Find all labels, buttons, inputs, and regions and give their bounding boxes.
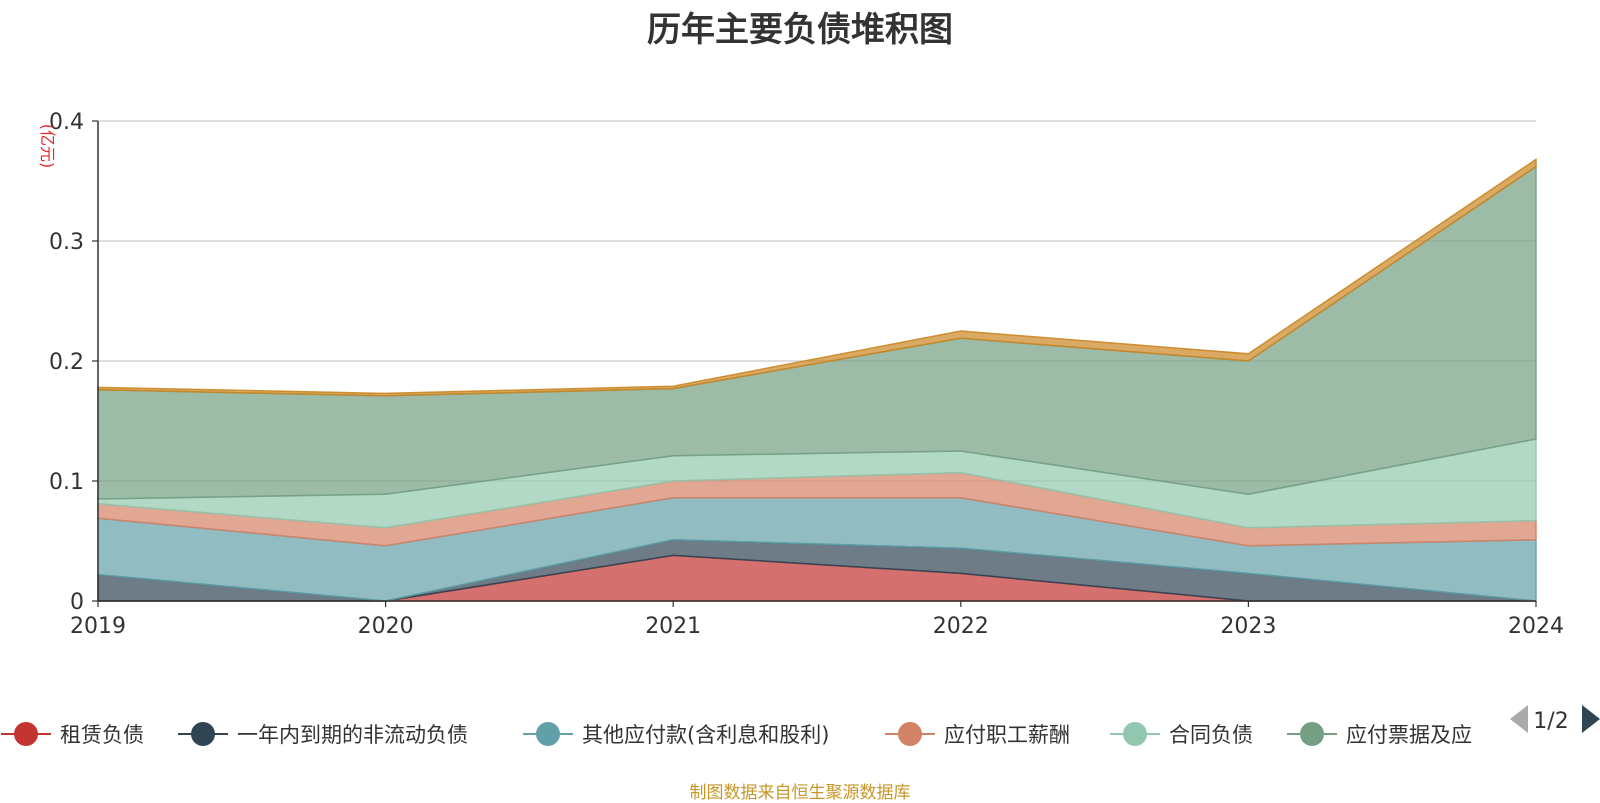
x-tick-label: 2020 — [358, 614, 414, 639]
y-tick-label: 0.4 — [49, 110, 84, 135]
x-tick-label: 2021 — [645, 614, 701, 639]
x-tick-label: 2024 — [1508, 614, 1564, 639]
legend-marker-icon — [898, 722, 922, 746]
legend-marker-icon — [191, 722, 215, 746]
legend-item[interactable]: 租赁负债 — [1, 722, 144, 747]
legend-label: 应付票据及应 — [1346, 723, 1472, 747]
y-tick-label: 0.2 — [49, 350, 84, 375]
legend-item[interactable]: 一年内到期的非流动负债 — [178, 722, 468, 747]
legend-next-page-icon[interactable] — [1582, 705, 1600, 733]
y-tick-label: 0.3 — [49, 230, 84, 255]
legend-label: 应付职工薪酬 — [944, 723, 1070, 747]
y-tick-label: 0 — [70, 590, 84, 615]
legend-item[interactable]: 应付票据及应 — [1287, 722, 1472, 747]
legend-prev-page-icon[interactable] — [1510, 705, 1528, 733]
legend[interactable]: 租赁负债 一年内到期的非流动负债 其他应付款(含利息和股利) 应付职工薪酬 合同负债 应付… — [1, 722, 1472, 747]
legend-item[interactable]: 合同负债 — [1110, 722, 1253, 747]
x-tick-label: 2022 — [933, 614, 989, 639]
legend-label: 一年内到期的非流动负债 — [237, 723, 468, 747]
legend-label: 租赁负债 — [60, 723, 144, 747]
legend-pager: 1/2 — [1510, 705, 1600, 734]
y-tick-label: 0.1 — [49, 470, 84, 495]
axes: 0 0.1 0.2 0.3 0.4 2019 2020 2021 2022 2023 2024 — [49, 110, 1564, 639]
area-series — [97, 157, 1537, 602]
legend-marker-icon — [1300, 722, 1324, 746]
area-series-band[interactable] — [97, 157, 1537, 397]
chart-title: 历年主要负债堆积图 — [647, 10, 953, 50]
x-tick-label: 2019 — [70, 614, 126, 639]
legend-label: 其他应付款(含利息和股利) — [582, 723, 829, 747]
legend-marker-icon — [536, 722, 560, 746]
area-series-band[interactable] — [97, 165, 1537, 500]
y-axis-unit-label: (亿元) — [38, 124, 57, 169]
legend-label: 合同负债 — [1169, 723, 1253, 747]
x-tick-label: 2023 — [1220, 614, 1276, 639]
legend-marker-icon — [1123, 722, 1147, 746]
legend-page-indicator: 1/2 — [1533, 709, 1568, 734]
legend-item[interactable]: 其他应付款(含利息和股利) — [523, 722, 829, 747]
source-note: 制图数据来自恒生聚源数据库 — [689, 783, 911, 803]
legend-marker-icon — [14, 722, 38, 746]
legend-item[interactable]: 应付职工薪酬 — [885, 722, 1070, 747]
